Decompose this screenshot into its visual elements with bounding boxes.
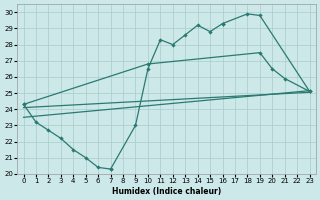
X-axis label: Humidex (Indice chaleur): Humidex (Indice chaleur): [112, 187, 221, 196]
